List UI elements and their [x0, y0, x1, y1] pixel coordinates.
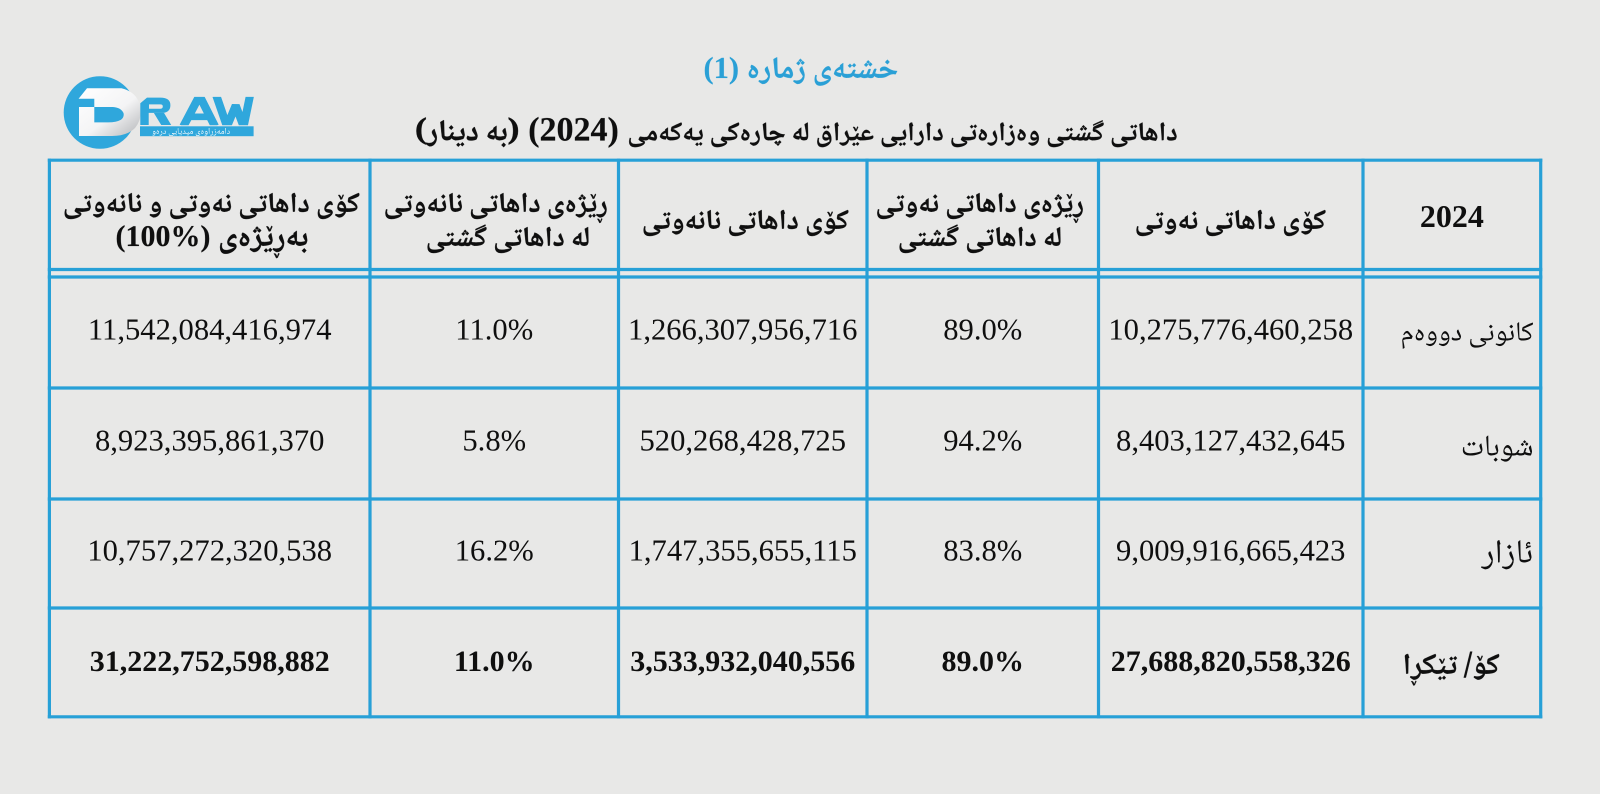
svg-text:5.8%: 5.8% [462, 424, 526, 458]
svg-text:3,533,932,040,556: 3,533,932,040,556 [630, 645, 855, 678]
svg-text:89.0%: 89.0% [942, 645, 1025, 678]
svg-text:1,747,355,655,115: 1,747,355,655,115 [629, 534, 857, 568]
svg-text:8,923,395,861,370: 8,923,395,861,370 [95, 424, 324, 458]
svg-text:520,268,428,725: 520,268,428,725 [639, 424, 846, 458]
svg-text:1,266,307,956,716: 1,266,307,956,716 [628, 313, 857, 347]
svg-text:10,275,776,460,258: 10,275,776,460,258 [1108, 313, 1353, 347]
svg-text:11.0%: 11.0% [455, 313, 533, 347]
svg-text:10,757,272,320,538: 10,757,272,320,538 [87, 534, 332, 568]
svg-text:9,009,916,665,423: 9,009,916,665,423 [1116, 534, 1345, 568]
svg-text:8,403,127,432,645: 8,403,127,432,645 [1116, 424, 1345, 458]
svg-text:89.0%: 89.0% [943, 313, 1022, 347]
svg-text:94.2%: 94.2% [943, 424, 1022, 458]
svg-text:16.2%: 16.2% [455, 534, 534, 568]
svg-text:2024: 2024 [1420, 198, 1484, 234]
svg-text:83.8%: 83.8% [943, 534, 1022, 568]
svg-text:27,688,820,558,326: 27,688,820,558,326 [1111, 645, 1351, 678]
svg-text:11,542,084,416,974: 11,542,084,416,974 [88, 313, 332, 347]
svg-text:11.0%: 11.0% [454, 645, 535, 678]
svg-text:31,222,752,598,882: 31,222,752,598,882 [90, 645, 330, 678]
